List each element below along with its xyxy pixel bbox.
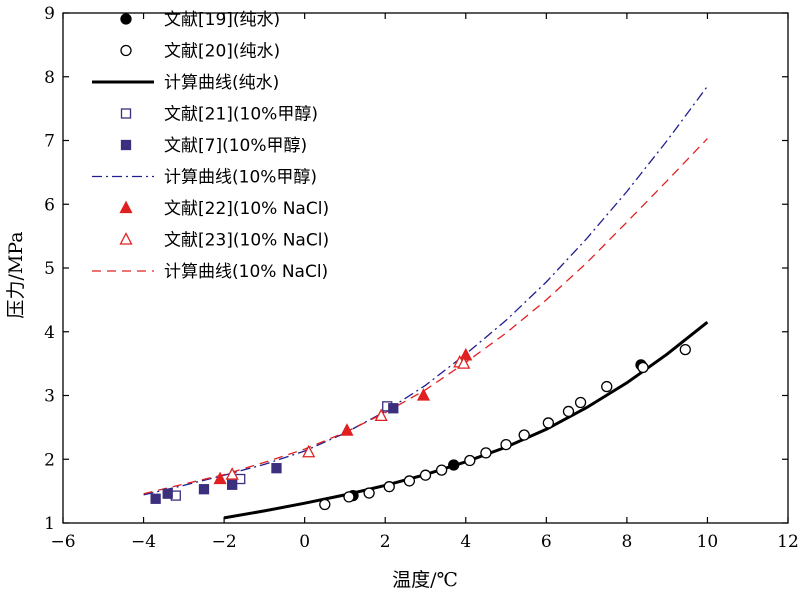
legend-label: 文献[23](10% NaCl) <box>164 231 329 251</box>
legend-label: 文献[7](10%甲醇) <box>164 136 307 156</box>
y-tick-label: 3 <box>44 387 55 407</box>
x-tick-label: 6 <box>541 532 552 552</box>
x-tick-label: −2 <box>212 532 237 552</box>
data-point-1 <box>435 464 448 476</box>
legend-item: 文献[20](纯水) <box>120 42 280 62</box>
legend-item: 文献[19](纯水) <box>120 10 280 30</box>
points-layer <box>150 343 691 511</box>
legend-item: 计算曲线(10% NaCl) <box>92 262 328 282</box>
data-point-1 <box>637 361 649 374</box>
legend-label: 计算曲线(10% NaCl) <box>164 262 328 282</box>
data-point-4 <box>227 479 238 490</box>
data-point-1 <box>542 417 554 429</box>
legend-label: 计算曲线(纯水) <box>164 73 279 93</box>
data-point-4 <box>162 488 173 499</box>
data-point-0 <box>448 459 460 471</box>
data-point-1 <box>464 454 476 467</box>
x-tick-label: 8 <box>621 532 632 552</box>
legend-swatch-marker <box>120 44 132 57</box>
data-point-1 <box>419 469 432 481</box>
legend-swatch-marker <box>119 232 133 245</box>
data-point-4 <box>388 403 399 414</box>
data-point-1 <box>480 447 492 459</box>
x-tick-label: 4 <box>460 532 471 552</box>
y-tick-label: 4 <box>44 323 55 343</box>
y-tick-label: 5 <box>44 259 55 279</box>
data-point-1 <box>383 481 395 493</box>
legend-label: 计算曲线(10%甲醇) <box>164 168 317 188</box>
data-point-6 <box>340 423 354 436</box>
x-tick-label: −4 <box>131 532 156 552</box>
legend-swatch-marker <box>120 13 132 25</box>
data-point-1 <box>319 498 331 511</box>
series-line-8 <box>143 138 708 495</box>
series-line-5 <box>143 85 708 496</box>
x-axis-label: 温度/℃ <box>392 569 458 591</box>
legend-label: 文献[20](纯水) <box>164 42 280 62</box>
data-point-1 <box>403 475 416 487</box>
data-point-4 <box>150 493 161 504</box>
legend-swatch-marker <box>120 108 132 119</box>
data-point-1 <box>562 405 575 418</box>
x-tick-label: −6 <box>50 532 75 552</box>
data-point-6 <box>416 388 431 401</box>
data-point-7 <box>457 356 471 369</box>
x-tick-label: 10 <box>697 532 719 552</box>
y-tick-label: 2 <box>44 450 55 470</box>
data-point-1 <box>601 380 613 393</box>
data-point-6 <box>213 471 227 485</box>
x-tick-label: 0 <box>299 532 310 552</box>
legend-label: 文献[21](10%甲醇) <box>164 105 318 125</box>
data-point-1 <box>500 438 512 451</box>
legend-label: 文献[22](10% NaCl) <box>164 199 329 219</box>
x-tick-label: 12 <box>777 532 799 552</box>
legend-item: 文献[22](10% NaCl) <box>119 199 329 219</box>
data-point-1 <box>343 491 355 503</box>
data-point-7 <box>225 467 239 480</box>
data-point-7 <box>302 444 316 458</box>
data-point-4 <box>198 484 210 495</box>
data-point-6 <box>459 347 473 361</box>
data-point-7 <box>374 408 388 422</box>
y-tick-label: 9 <box>44 4 55 24</box>
legend-swatch-marker <box>120 139 132 151</box>
legend-item: 文献[23](10% NaCl) <box>119 231 329 251</box>
legend-item: 文献[21](10%甲醇) <box>120 105 318 125</box>
legend-item: 计算曲线(10%甲醇) <box>92 168 317 188</box>
y-tick-label: 8 <box>44 68 55 88</box>
y-tick-label: 7 <box>44 132 55 152</box>
legend-swatch-marker <box>119 200 133 214</box>
data-point-1 <box>679 343 691 356</box>
legend-label: 文献[19](纯水) <box>164 10 280 30</box>
data-point-1 <box>363 487 375 499</box>
y-tick-label: 6 <box>44 195 55 215</box>
y-tick-label: 1 <box>44 514 55 534</box>
legend: 文献[19](纯水) 文献[20](纯水) 计算曲线(纯水) 文献[21](10%甲醇… <box>92 10 329 282</box>
data-point-4 <box>271 463 282 474</box>
legend-item: 文献[7](10%甲醇) <box>120 136 307 156</box>
data-point-1 <box>574 396 587 409</box>
legend-item: 计算曲线(纯水) <box>92 73 279 93</box>
y-axis-label: 压力/MPa <box>5 231 27 318</box>
data-point-1 <box>518 429 530 441</box>
x-tick-label: 2 <box>380 532 391 552</box>
